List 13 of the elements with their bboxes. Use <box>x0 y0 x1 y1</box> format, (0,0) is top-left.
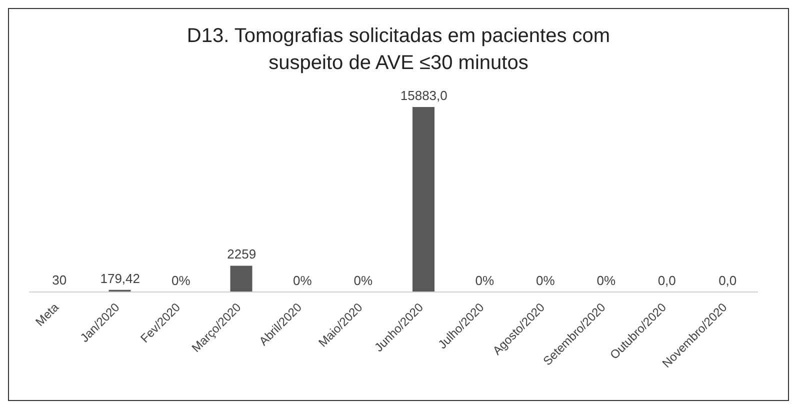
data-label: 30 <box>52 272 67 288</box>
data-label: 0,0 <box>718 273 737 288</box>
data-label: 0% <box>536 273 556 288</box>
data-label: 0% <box>171 273 191 288</box>
data-label: 0% <box>354 273 373 288</box>
data-label: 15883,0 <box>400 88 448 103</box>
data-label: 0,0 <box>658 273 676 288</box>
data-label: 179,42 <box>100 270 140 286</box>
chart-title: D13. Tomografias solicitadas em pacientes com suspeito de AVE ≤30 minutos <box>186 24 612 76</box>
data-label: 0% <box>292 273 312 288</box>
data-label: 2259 <box>227 246 256 262</box>
data-label: 0% <box>475 273 494 288</box>
data-label: 0% <box>596 273 616 288</box>
